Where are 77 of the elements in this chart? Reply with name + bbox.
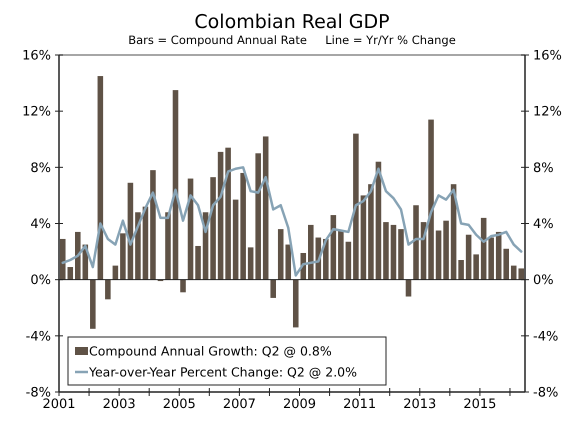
bar — [270, 280, 276, 298]
chart-subtitle: Bars = Compound Annual Rate Line = Yr/Yr % Change — [128, 33, 456, 47]
y-tick-label: 0% — [30, 273, 51, 288]
y-tick-label: -4% — [26, 329, 51, 344]
bar — [353, 134, 359, 280]
bar — [262, 136, 268, 280]
bar — [142, 206, 148, 280]
bar — [496, 232, 502, 280]
bar — [75, 232, 81, 280]
bar — [503, 248, 509, 280]
y2-tick-label: 12% — [533, 104, 562, 120]
bar — [195, 246, 201, 280]
bar — [406, 280, 412, 297]
x-tick-label: 2007 — [222, 397, 256, 412]
bar — [458, 260, 464, 280]
y2-tick-label: 0% — [533, 273, 554, 288]
bar — [240, 172, 246, 280]
bar — [390, 224, 396, 280]
bar — [480, 218, 486, 280]
bar — [398, 229, 404, 280]
bar — [210, 177, 216, 280]
bar — [368, 184, 374, 280]
bar — [278, 229, 284, 280]
bar — [255, 153, 261, 280]
bar — [346, 242, 352, 280]
y-tick-label: 16% — [22, 48, 51, 64]
bar — [330, 215, 336, 280]
chart-title: Colombian Real GDP — [194, 11, 390, 33]
y-tick-label: 4% — [30, 217, 51, 232]
bar — [292, 280, 299, 328]
y2-tick-label: 16% — [533, 48, 562, 64]
legend-label: Year-over-Year Percent Change: Q2 @ 2.0% — [88, 364, 358, 380]
bar — [285, 244, 292, 280]
y2-tick-label: 8% — [533, 160, 554, 176]
y2-tick-label: 4% — [533, 217, 554, 232]
bar — [383, 222, 389, 280]
x-tick-label: 2005 — [162, 397, 196, 412]
bar — [98, 76, 104, 280]
bar — [112, 266, 118, 280]
bar — [428, 120, 434, 280]
bar — [450, 184, 456, 280]
y-tick-label: 12% — [22, 104, 51, 120]
bar — [105, 280, 111, 300]
x-tick-label: 2009 — [282, 397, 316, 412]
x-tick-label: 2011 — [343, 397, 376, 412]
bar — [473, 254, 479, 280]
bar — [90, 280, 96, 329]
bar — [488, 238, 494, 280]
bar — [510, 266, 517, 280]
bar — [376, 162, 382, 280]
x-tick-label: 2015 — [463, 397, 496, 412]
bar — [308, 224, 314, 280]
legend-label: Compound Annual Growth: Q2 @ 0.8% — [89, 343, 332, 358]
bar — [518, 268, 524, 280]
bar — [436, 230, 442, 280]
bar — [466, 234, 472, 280]
bar — [128, 182, 134, 280]
bar — [188, 178, 194, 280]
bar — [338, 230, 344, 280]
x-tick-label: 2003 — [102, 397, 136, 412]
bar — [150, 170, 156, 280]
x-tick-label: 2013 — [403, 397, 436, 412]
bar — [225, 148, 231, 280]
line-series — [62, 166, 522, 277]
y2-tick-label: -4% — [533, 329, 558, 344]
bar — [413, 205, 419, 280]
bar — [248, 247, 254, 280]
y2-tick-label: -8% — [533, 386, 558, 401]
bar — [60, 238, 66, 280]
bar — [67, 267, 74, 280]
bar — [443, 220, 449, 280]
bar — [360, 195, 366, 280]
bar — [232, 200, 238, 280]
bar — [180, 280, 186, 292]
bar — [218, 152, 224, 280]
y-tick-label: 8% — [30, 160, 51, 176]
bar — [120, 233, 126, 280]
